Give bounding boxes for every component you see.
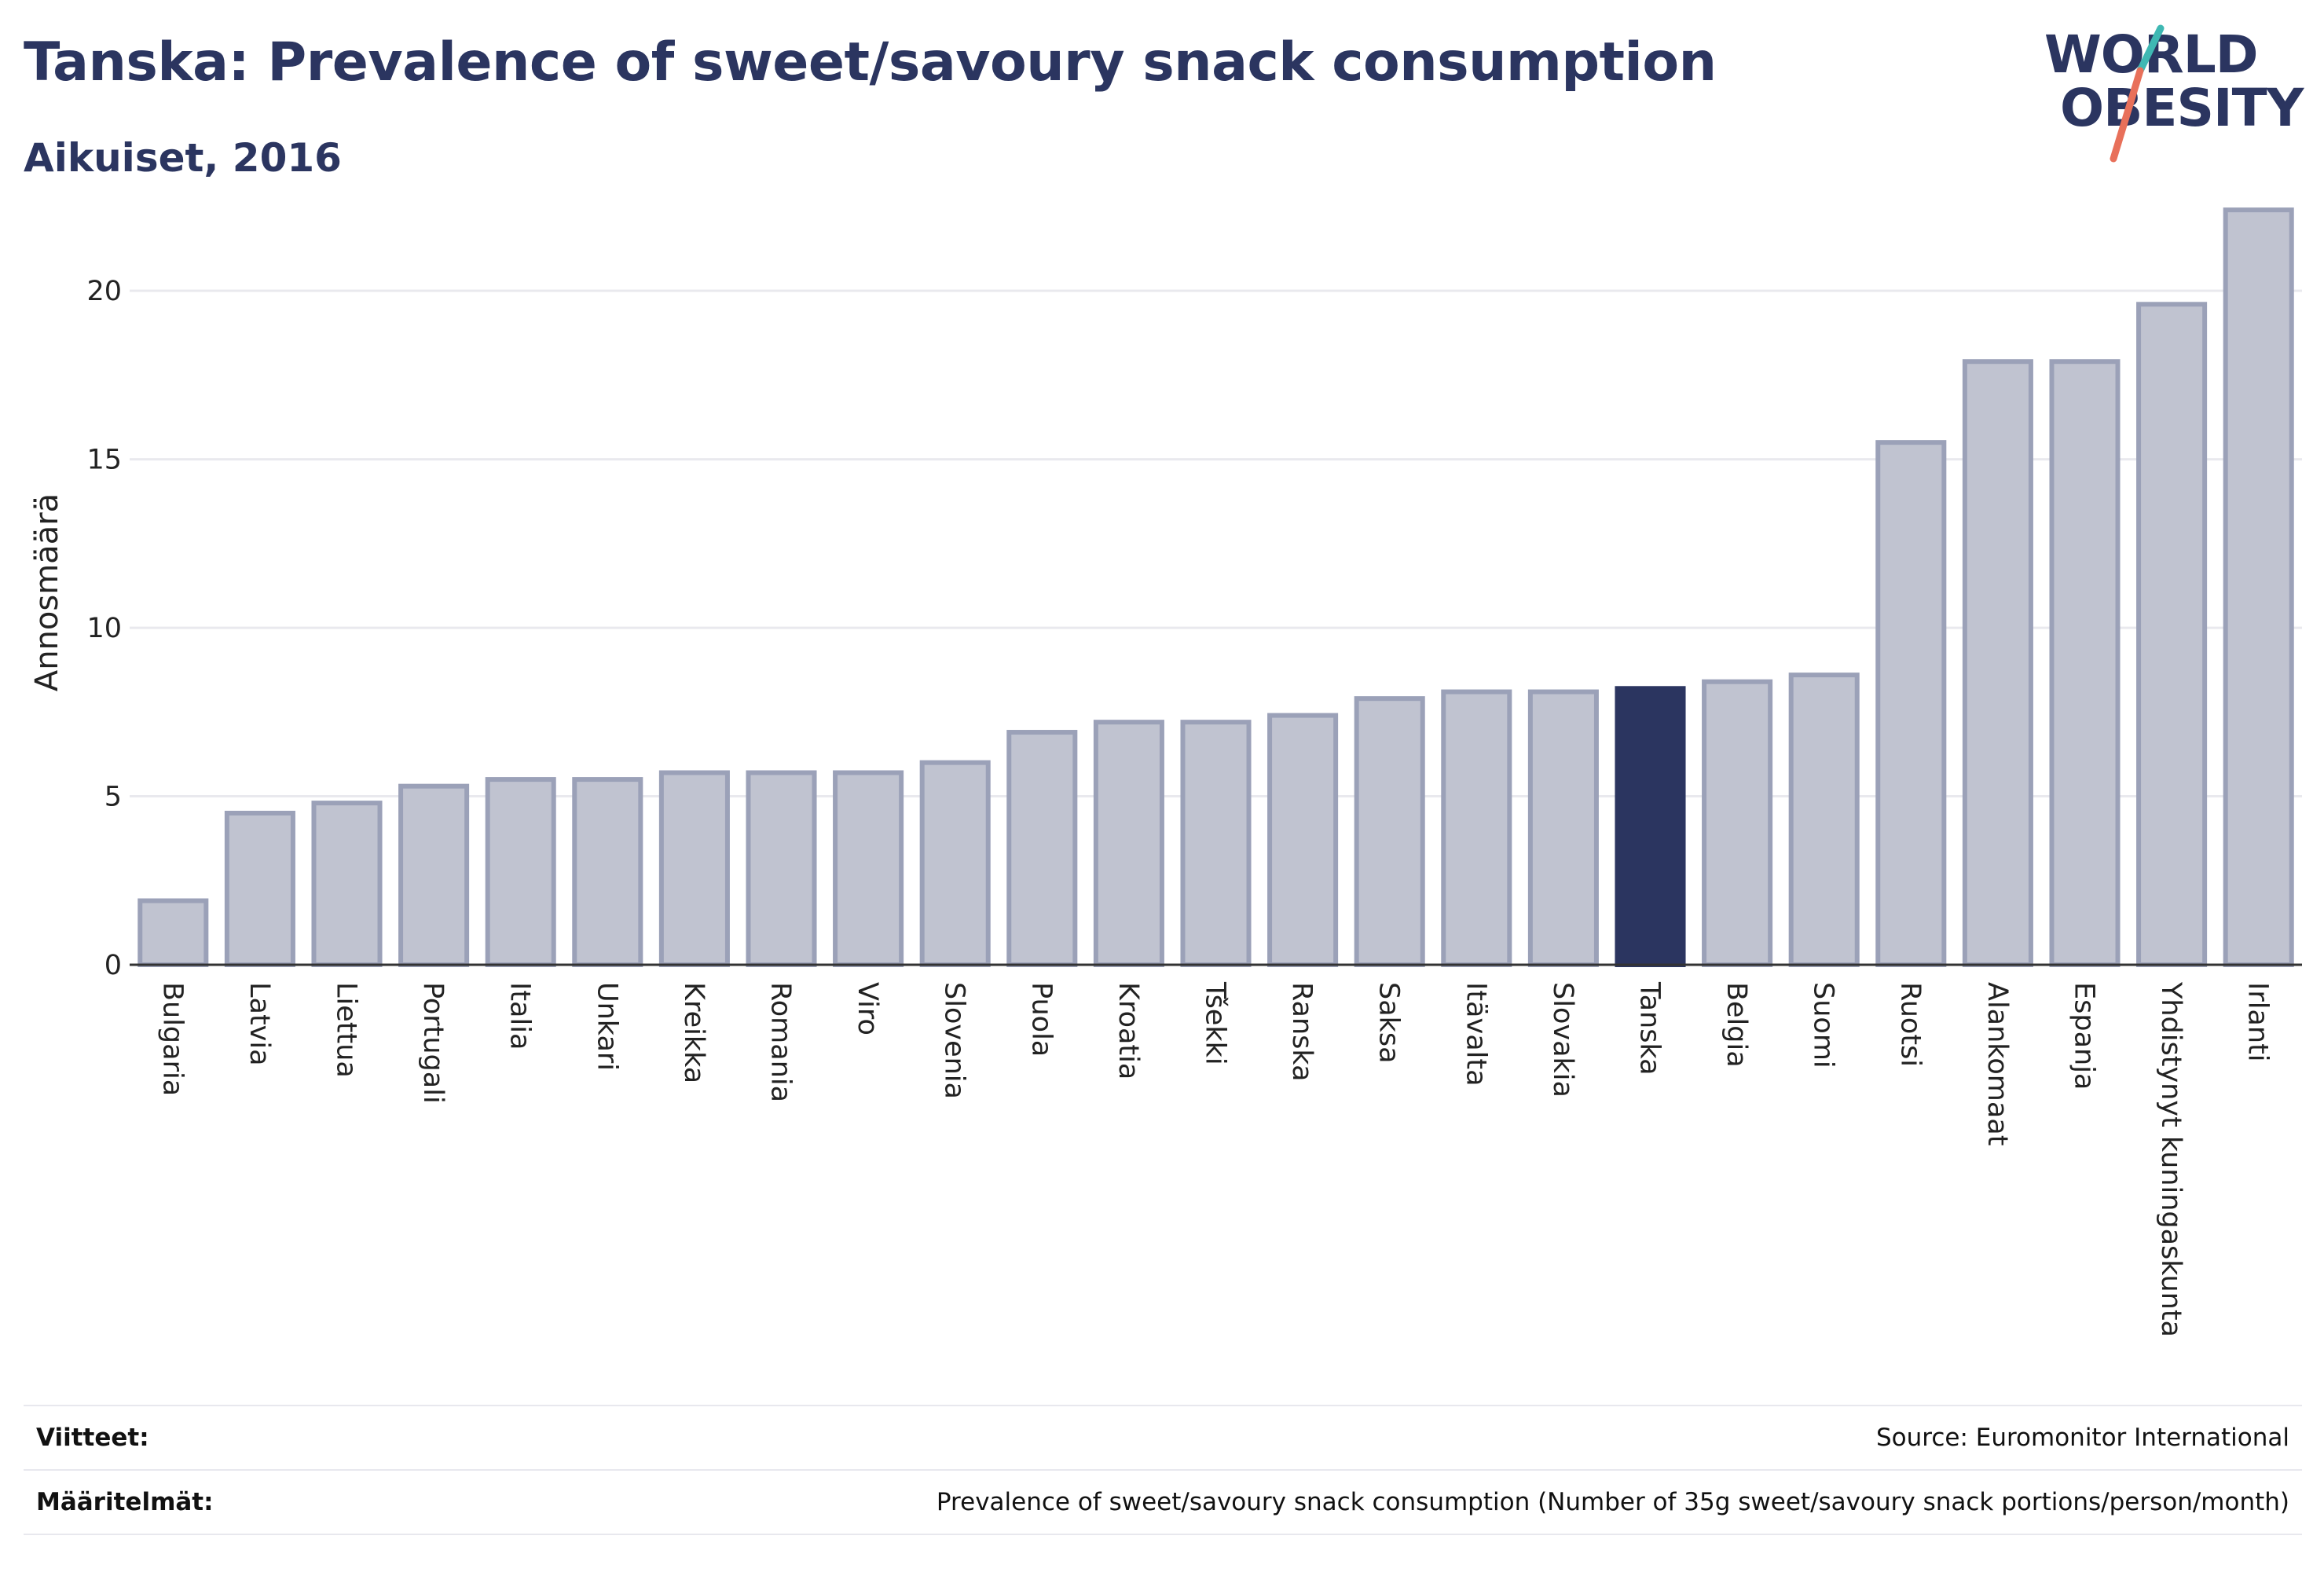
sources-label: Viitteet: — [36, 1424, 149, 1452]
x-tick-label: Espanja — [2069, 982, 2100, 1090]
y-tick-label: 15 — [86, 445, 122, 476]
bar-tšekki — [1180, 720, 1252, 967]
y-tick-label: 10 — [86, 613, 122, 644]
sources-row: Viitteet: Source: Euromonitor Internatio… — [24, 1405, 2302, 1469]
bar-bulgaria — [137, 898, 209, 967]
bar-portugali — [398, 783, 470, 967]
bar-chart: 0 5 10 15 20 Bulgaria Latvia Liettua Portugali I… — [29, 207, 2302, 1337]
x-axis-labels: Bulgaria Latvia Liettua Portugali Italia Unka… — [156, 981, 2273, 1337]
logo-line2: OBESITY — [2060, 78, 2305, 138]
bar-ruotsi — [1875, 440, 1947, 967]
sources-value: Source: Euromonitor International — [1875, 1424, 2289, 1452]
bar-slovenia — [919, 760, 991, 967]
x-tick-label: Ranska — [1286, 982, 1318, 1082]
definitions-label: Määritelmät: — [36, 1488, 214, 1516]
x-tick-label: Tanska — [1634, 981, 1666, 1076]
y-tick-label: 5 — [104, 782, 122, 813]
x-tick-label: Alankomaat — [1981, 982, 2013, 1145]
logo-coral-stroke — [2110, 67, 2144, 163]
footer-bottom-rule — [24, 1534, 2302, 1535]
definitions-row: Määritelmät: Prevalence of sweet/savoury… — [24, 1469, 2302, 1534]
x-tick-label: Latvia — [244, 982, 275, 1066]
x-tick-label: Portugali — [417, 982, 449, 1104]
bar-espanja — [2049, 359, 2121, 967]
x-tick-label: Kreikka — [678, 982, 709, 1083]
x-tick-label: Yhdistynyt kuningaskunta — [2155, 981, 2187, 1337]
bar-irlanti — [2223, 207, 2294, 967]
x-tick-label: Viro — [852, 982, 883, 1035]
x-tick-label: Liettua — [331, 982, 362, 1078]
bar-unkari — [572, 777, 643, 967]
definitions-value: Prevalence of sweet/savoury snack consum… — [936, 1488, 2289, 1516]
bar-kreikka — [658, 770, 730, 968]
x-tick-label: Itävalta — [1460, 982, 1491, 1087]
bar-suomi — [1788, 673, 1860, 967]
bar-liettua — [311, 801, 383, 968]
y-tick-label: 20 — [86, 276, 122, 307]
bar-tanska — [1615, 686, 1686, 967]
bar-romania — [746, 770, 817, 968]
bar-italia — [485, 777, 556, 967]
bar-alankomaat — [1962, 359, 2033, 967]
x-tick-label: Kroatia — [1113, 982, 1144, 1079]
x-tick-label: Italia — [504, 982, 536, 1050]
x-tick-label: Ruotsi — [1894, 982, 1926, 1067]
world-obesity-logo: WORLD OBESITY — [2044, 24, 2306, 163]
bar-belgia — [1702, 679, 1773, 967]
bar-ranska — [1267, 713, 1339, 967]
x-tick-label: Puola — [1025, 982, 1057, 1057]
bar-kroatia — [1093, 720, 1164, 967]
x-tick-label: Slovakia — [1547, 982, 1578, 1098]
chart-subtitle: Aikuiset, 2016 — [24, 135, 342, 181]
x-tick-label: Slovenia — [939, 982, 970, 1099]
x-tick-label: Suomi — [1808, 982, 1839, 1068]
bar-saksa — [1354, 696, 1425, 968]
y-axis-ticks: 0 5 10 15 20 — [86, 276, 122, 981]
bar-yhdistynyt-kuningaskunta — [2136, 302, 2208, 967]
x-tick-label: Unkari — [591, 982, 622, 1071]
logo-teal-stroke — [2136, 24, 2165, 75]
chart-title: Tanska: Prevalence of sweet/savoury snac… — [24, 31, 1717, 93]
x-tick-label: Saksa — [1373, 982, 1405, 1064]
x-tick-label: Tšekki — [1200, 981, 1231, 1065]
bar-latvia — [224, 810, 295, 968]
x-tick-label: Irlanti — [2242, 982, 2274, 1062]
x-tick-label: Belgia — [1721, 982, 1752, 1068]
bar-itävalta — [1441, 689, 1512, 967]
y-tick-label: 0 — [104, 950, 122, 981]
bar-puola — [1006, 730, 1078, 967]
x-tick-label: Bulgaria — [156, 982, 188, 1096]
y-axis-label: Annosmäärä — [29, 493, 65, 691]
x-tick-label: Romania — [765, 982, 797, 1102]
bar-slovakia — [1527, 689, 1599, 967]
bars — [137, 207, 2294, 968]
bar-viro — [833, 770, 904, 968]
